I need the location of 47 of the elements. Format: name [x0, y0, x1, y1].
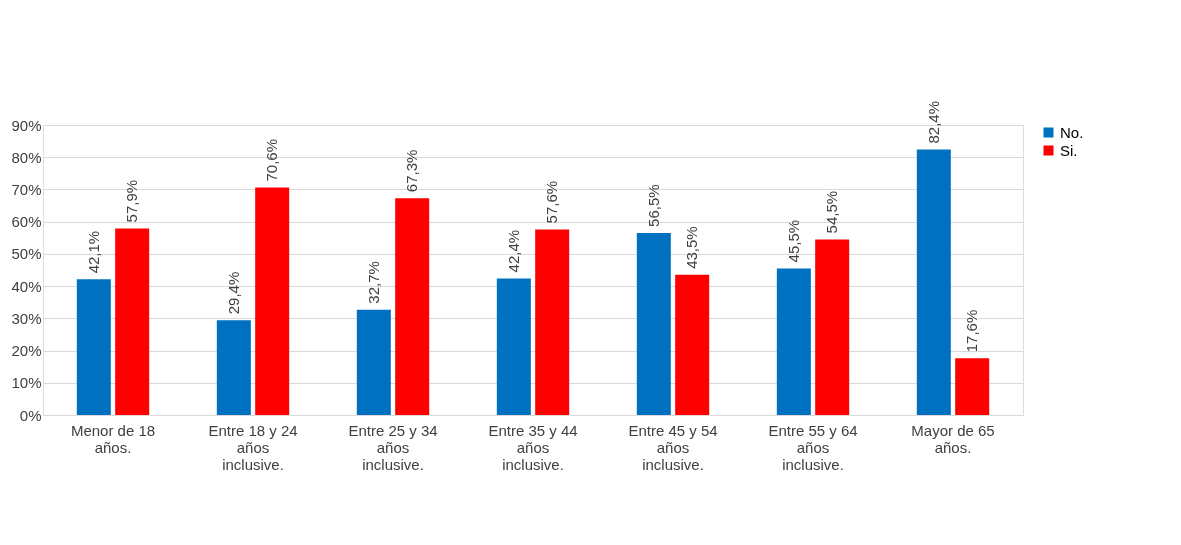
data-label: 57,6% — [543, 180, 561, 224]
y-tick-label: 80% — [11, 148, 42, 166]
bar — [535, 229, 570, 415]
data-label: 45,5% — [784, 219, 802, 263]
data-label: 42,4% — [504, 229, 522, 273]
x-tick-label: Entre 45 y 54 años inclusive. — [628, 421, 718, 473]
legend-label: No. — [1060, 123, 1084, 141]
data-label: 82,4% — [924, 100, 942, 144]
bar — [955, 358, 990, 415]
bar — [815, 239, 850, 415]
bar — [776, 268, 811, 415]
bar — [76, 279, 111, 415]
bar — [216, 320, 251, 415]
y-tick-label: 20% — [11, 342, 42, 360]
data-label: 43,5% — [683, 226, 701, 269]
data-label: 42,1% — [84, 230, 102, 274]
x-tick-label: Menor de 18 años. — [70, 421, 156, 456]
bar — [395, 198, 430, 415]
data-label: 32,7% — [364, 261, 382, 304]
bar — [115, 228, 150, 415]
y-tick-label: 30% — [11, 309, 42, 327]
y-tick-label: 40% — [11, 277, 42, 295]
data-label: 29,4% — [224, 271, 242, 315]
bar — [356, 309, 391, 415]
data-label: 70,6% — [263, 138, 281, 182]
data-label: 67,3% — [403, 149, 421, 193]
bar — [255, 187, 290, 415]
data-label: 54,5% — [823, 190, 841, 234]
data-label: 17,6% — [963, 309, 981, 353]
y-tick-label: 60% — [11, 213, 42, 231]
x-tick-label: Entre 35 y 44 años inclusive. — [488, 421, 578, 473]
bar — [916, 149, 951, 415]
x-tick-label: Entre 25 y 34 años inclusive. — [348, 421, 438, 473]
data-label: 57,9% — [123, 179, 141, 223]
bar — [636, 232, 671, 415]
y-tick-label: 90% — [11, 116, 42, 134]
x-tick-label: Mayor de 65 años. — [911, 421, 995, 456]
bar — [675, 274, 710, 415]
bar — [496, 278, 531, 415]
y-tick-label: 10% — [11, 374, 42, 392]
x-tick-label: Entre 18 y 24 años inclusive. — [208, 421, 298, 473]
y-tick-label: 0% — [19, 406, 42, 424]
legend-label: Si. — [1060, 141, 1078, 159]
y-tick-label: 50% — [11, 245, 42, 263]
y-tick-label: 70% — [11, 180, 42, 198]
data-label: 56,5% — [644, 184, 662, 227]
x-tick-label: Entre 55 y 64 años inclusive. — [768, 421, 858, 473]
